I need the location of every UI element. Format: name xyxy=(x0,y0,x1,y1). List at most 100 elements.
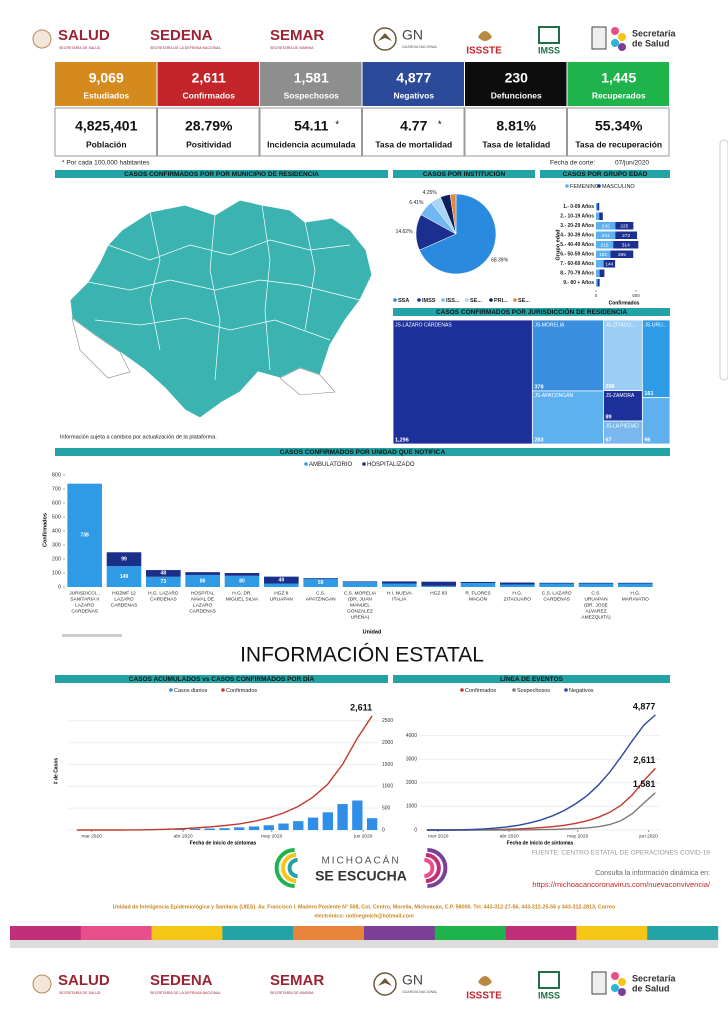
bar xyxy=(615,222,634,230)
email: electrónico: notinegmich@hotmail.com xyxy=(314,913,414,919)
emblem xyxy=(373,972,397,996)
logo-sub: GUARDIA NACIONAL xyxy=(402,990,438,994)
category-label: H.G. DR. xyxy=(232,590,251,596)
bar xyxy=(382,581,417,584)
category-label: HOSPITAL xyxy=(191,590,215,596)
end-label: 2,611 xyxy=(350,702,372,712)
bar-value: 73 xyxy=(161,579,167,585)
stat-label: Recuperados xyxy=(592,90,646,100)
bar-value: 181 xyxy=(599,252,607,258)
bar xyxy=(460,581,496,584)
bar xyxy=(337,804,348,830)
treemap-name: JS-ZAMORA xyxy=(605,393,635,399)
municipal-border xyxy=(304,221,316,331)
bar xyxy=(293,821,304,830)
stat-value: 9,069 xyxy=(89,70,124,86)
category-label: GONZALEZ xyxy=(347,608,373,614)
treemap-value: 206 xyxy=(605,384,614,390)
category-label: LAZARO xyxy=(193,602,212,608)
treemap-cell xyxy=(531,390,604,445)
tick-label: abr 2020 xyxy=(500,833,519,839)
emblem xyxy=(478,31,492,41)
category-label: CARDENAS xyxy=(150,596,177,602)
logo-name: IMSS xyxy=(538,45,560,55)
tick-label: 0 xyxy=(58,584,61,590)
rate-box xyxy=(157,107,260,157)
emblem xyxy=(538,26,560,44)
emblem xyxy=(591,971,607,995)
bar xyxy=(599,212,603,220)
legend-dot xyxy=(304,462,308,466)
tick-label: 1000 xyxy=(382,784,393,790)
emblem-eagle xyxy=(378,978,392,986)
stat-value: 1,445 xyxy=(601,70,636,86)
legend-label: Confirmados xyxy=(226,688,257,694)
category-label: CARDENAS xyxy=(71,608,98,614)
category-label: URUAPAN xyxy=(584,596,608,602)
municipal-border xyxy=(261,204,271,371)
bar xyxy=(106,566,142,587)
stripe xyxy=(434,926,506,940)
tick-label: 800 xyxy=(52,472,61,478)
bar xyxy=(146,576,181,587)
bar xyxy=(185,574,220,587)
logo-name: GN xyxy=(402,972,423,988)
stripe xyxy=(293,926,365,940)
rate-value: 4.77 xyxy=(400,118,427,134)
tick-label: 1500 xyxy=(382,762,393,768)
cutoff: Fecha de corte: xyxy=(550,160,595,167)
emblem-dot xyxy=(611,39,619,47)
category-label: 1.- 0-09 Años xyxy=(563,204,594,210)
legend-label: Sospechosos xyxy=(517,688,550,694)
bar xyxy=(610,250,634,258)
axis-title: Confirmados xyxy=(609,300,640,306)
category-label: UREÑA) xyxy=(351,613,370,620)
treemap-value: 378 xyxy=(534,384,543,390)
emblem xyxy=(32,29,52,49)
emblem xyxy=(32,974,52,994)
logo-name: ISSSTE xyxy=(466,46,502,57)
scroll-edge xyxy=(719,139,728,381)
bar xyxy=(342,581,378,583)
treemap-cell xyxy=(603,319,643,391)
brand-arc xyxy=(424,858,435,878)
bar xyxy=(234,827,245,830)
bar xyxy=(500,584,535,587)
treemap-cell xyxy=(641,397,671,445)
rate-box xyxy=(464,107,567,157)
rate-value: 4,825,401 xyxy=(75,118,137,134)
tick-label: jun 2020 xyxy=(353,833,373,839)
tick-label: abr 2020 xyxy=(174,833,193,839)
treemap-name: JS-URU... xyxy=(644,322,667,328)
bar xyxy=(596,231,616,239)
bar xyxy=(224,573,260,576)
category-label: HGZ 83 xyxy=(430,590,447,596)
emblem-dot xyxy=(611,984,619,992)
tick-label: 600 xyxy=(52,500,61,506)
axis-title: Unidad xyxy=(363,629,382,635)
section-bar xyxy=(393,308,670,316)
legend-label: SSA xyxy=(398,298,409,304)
rate-value: 55.34% xyxy=(595,118,643,134)
pie-label: 14.62% xyxy=(396,229,414,235)
bar-value: 144 xyxy=(605,261,613,267)
logo-name: SEMAR xyxy=(270,27,324,44)
stat-label: Negativos xyxy=(393,90,434,100)
pie-label: 4.25% xyxy=(423,190,438,196)
category-label: H.I. NUEVA xyxy=(387,590,413,596)
tick-label: 2500 xyxy=(382,718,393,724)
legend-dot xyxy=(393,298,397,302)
pie-label: 68.39% xyxy=(491,258,509,264)
treemap-name: JS-APATZINGÁN xyxy=(534,392,573,399)
rate-mark: * xyxy=(335,120,339,131)
bar xyxy=(264,583,299,587)
consult: Consulta la información dinámica en: xyxy=(595,870,710,877)
bar-value: 225 xyxy=(620,223,628,229)
logo-name: SEDENA xyxy=(150,27,213,44)
section-bar xyxy=(393,170,535,178)
source: FUENTE: CENTRO ESTATAL DE OPERACIONES CO… xyxy=(532,850,711,857)
stripe xyxy=(222,926,294,940)
bar xyxy=(596,203,598,211)
bar xyxy=(599,269,605,277)
brand-arc xyxy=(274,848,295,888)
